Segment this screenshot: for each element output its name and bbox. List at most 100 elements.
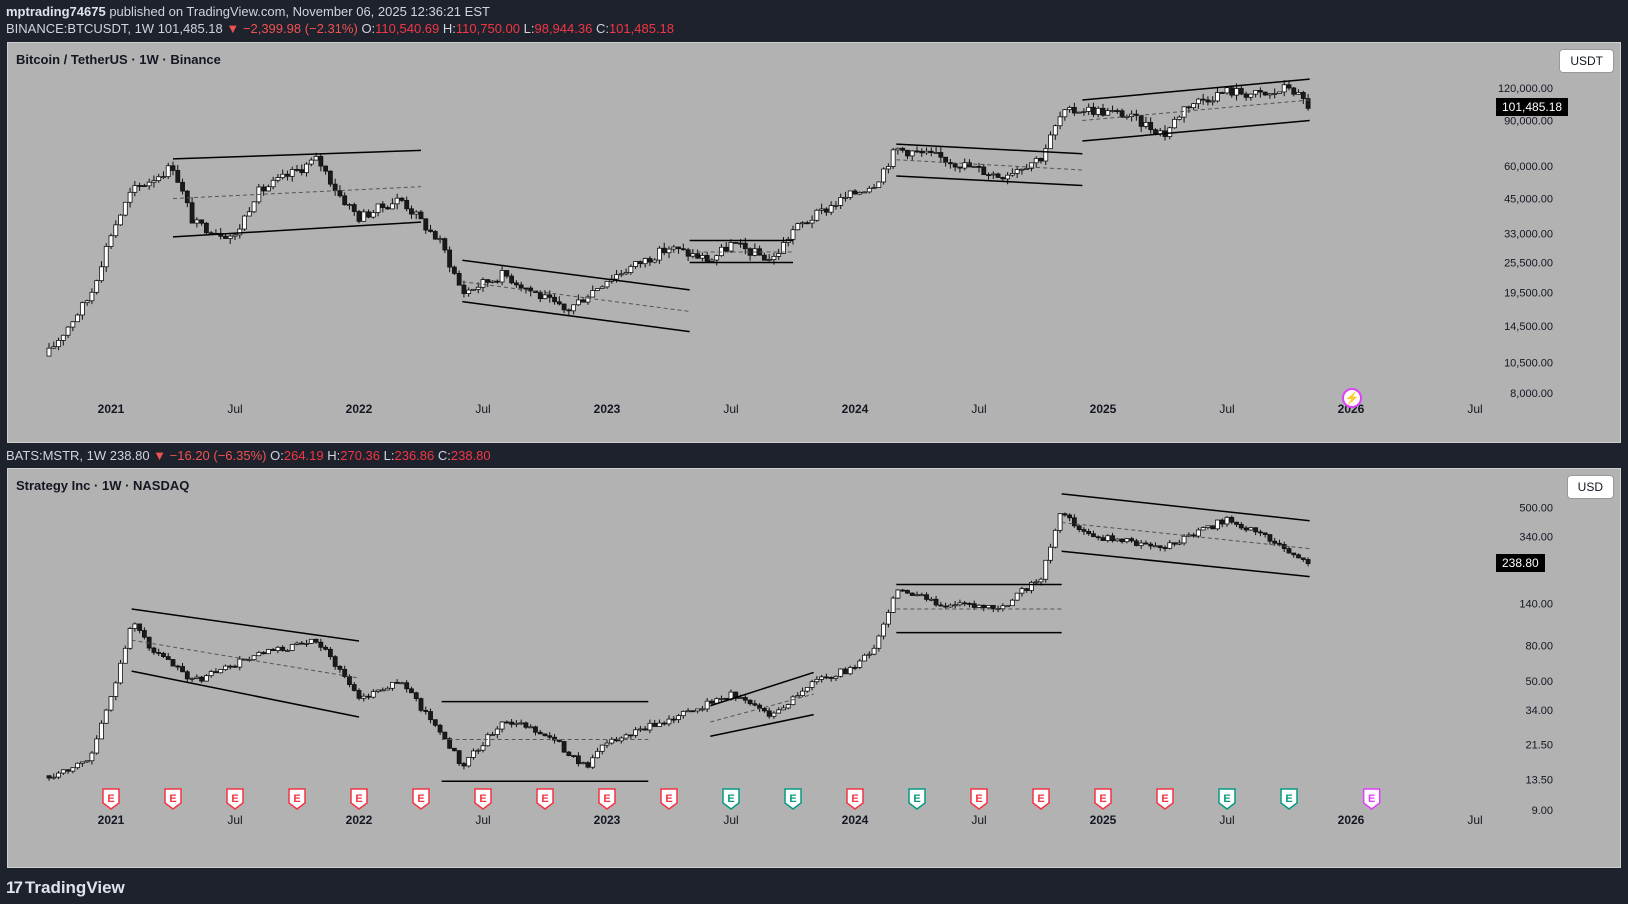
candle-body	[156, 176, 162, 182]
candle-body	[494, 728, 500, 736]
candle-body	[184, 671, 190, 680]
candle-body	[599, 286, 605, 289]
btc-chart-pane[interactable]: 8,000.00 10,500.00 14,500.00 19,500.00 25,50…	[7, 42, 1621, 443]
candle-body	[323, 646, 329, 650]
candle-body	[370, 691, 376, 698]
candle-body	[795, 695, 801, 698]
x-tick-label: 2024	[842, 813, 869, 827]
candle-body	[866, 653, 872, 656]
channel-mid-line	[1061, 522, 1310, 550]
btc-currency-button[interactable]: USDT	[1559, 49, 1614, 73]
candle-body	[962, 602, 968, 605]
candle-body	[537, 731, 543, 735]
candle-body	[1019, 168, 1025, 171]
candle-body	[809, 681, 815, 688]
candle-body	[256, 652, 262, 657]
mstr-open-label: O:	[270, 448, 284, 463]
candle-body	[399, 197, 405, 201]
candle-body	[1148, 121, 1154, 131]
candle-body	[1067, 514, 1073, 519]
candle-body	[1076, 525, 1082, 530]
candle-body	[595, 288, 600, 291]
earnings-label: E	[1099, 793, 1106, 805]
candle-body	[1133, 113, 1139, 116]
candle-body	[161, 652, 166, 657]
candle-body	[447, 249, 453, 268]
candle-body	[285, 173, 290, 177]
candle-body	[1005, 605, 1011, 608]
candle-body	[1067, 106, 1073, 111]
candle-body	[1110, 535, 1115, 542]
earnings-marker	[288, 788, 306, 810]
candle-body	[1153, 545, 1158, 548]
candle-body	[919, 150, 925, 154]
mstr-high-label: H:	[327, 448, 341, 463]
candle-body	[1200, 527, 1206, 531]
earnings-marker	[846, 788, 864, 810]
tradingview-logo[interactable]: 17 TradingView	[6, 878, 125, 898]
channel-lower-line	[1082, 119, 1310, 142]
y-tick-label: 60,000.00	[1504, 161, 1553, 173]
x-tick-label: Jul	[1467, 813, 1482, 827]
btc-chart-svg[interactable]: 8,000.00 10,500.00 14,500.00 19,500.00 25,50…	[8, 43, 1621, 443]
candle-body	[924, 150, 929, 154]
candle-body	[1148, 543, 1154, 547]
candle-body	[676, 246, 681, 250]
x-tick-label: Jul	[475, 402, 490, 416]
btc-close: 101,485.18	[608, 21, 675, 36]
channel-upper-line	[462, 259, 690, 291]
candle-body	[323, 165, 329, 172]
channel-upper-line	[1082, 78, 1310, 101]
candle-body	[1277, 91, 1282, 94]
earnings-marker	[102, 788, 120, 810]
candle-body	[990, 604, 996, 610]
candle-body	[1224, 87, 1230, 94]
candle-body	[1124, 538, 1130, 543]
candle-body	[189, 677, 195, 680]
candle-body	[652, 722, 658, 727]
channel-mid-line	[710, 693, 814, 723]
candle-body	[475, 749, 481, 752]
candle-body	[394, 681, 400, 684]
candle-body	[1234, 88, 1239, 96]
candle-body	[862, 654, 867, 662]
candle-body	[528, 726, 534, 729]
mstr-symbol[interactable]: BATS:MSTR, 1W	[6, 448, 107, 463]
candle-body	[51, 776, 57, 779]
candle-body	[1286, 548, 1292, 554]
candle-body	[1014, 592, 1020, 601]
btc-symbol[interactable]: BINANCE:BTCUSDT, 1W	[6, 21, 155, 36]
candle-body	[471, 288, 476, 291]
mstr-chart-svg[interactable]: 9.00 13.50 21.50 34.00 50.00 80.00 140.00 340.0…	[8, 469, 1621, 868]
candle-body	[232, 665, 238, 668]
candle-body	[56, 772, 61, 778]
candle-body	[289, 644, 295, 651]
candle-body	[99, 722, 104, 740]
candle-body	[1210, 525, 1216, 530]
candle-body	[595, 750, 600, 759]
candle-body	[347, 676, 352, 685]
publish-info: mptrading74675 published on TradingView.…	[6, 4, 490, 19]
candle-body	[709, 700, 715, 704]
channel-mid-line	[131, 639, 360, 679]
channel-lower-line	[1061, 550, 1310, 578]
candle-body	[542, 733, 548, 737]
candle-body	[1043, 559, 1049, 580]
x-tick-label: 2025	[1090, 402, 1117, 416]
btc-high: 110,750.00	[455, 21, 521, 36]
mstr-chart-pane[interactable]: 9.00 13.50 21.50 34.00 50.00 80.00 140.00 340.0…	[7, 468, 1621, 868]
candle-body	[1272, 540, 1278, 544]
candle-body	[642, 728, 648, 731]
mstr-currency-button[interactable]: USD	[1566, 475, 1614, 499]
earnings-label: E	[355, 793, 362, 805]
candle-body	[819, 676, 825, 680]
candle-body	[141, 185, 147, 187]
lightning-event-icon[interactable]: ⚡	[1342, 388, 1362, 408]
candle-body	[170, 165, 176, 171]
candle-body	[327, 170, 333, 185]
candle-body	[1200, 98, 1206, 101]
mstr-last-price-tag: 238.80	[1496, 554, 1545, 573]
candle-body	[1234, 521, 1239, 525]
publisher-name[interactable]: mptrading74675	[6, 4, 106, 19]
x-tick-label: 2024	[842, 402, 869, 416]
